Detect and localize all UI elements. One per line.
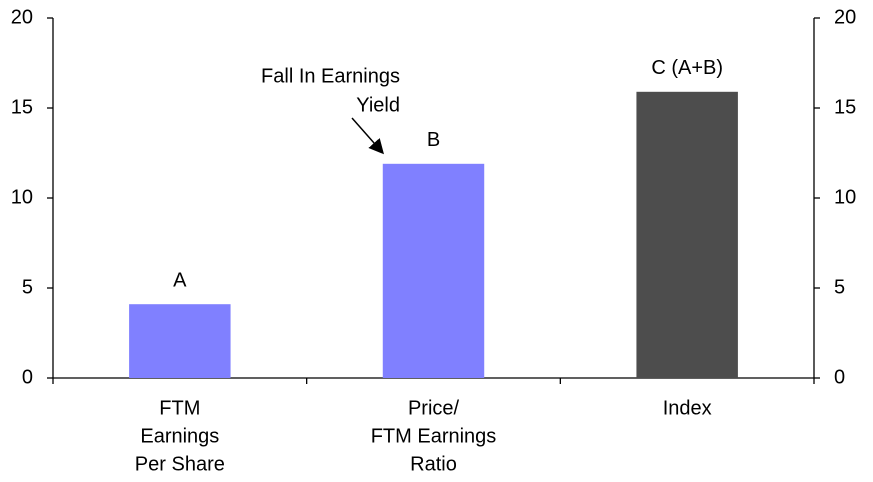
bar [129, 304, 231, 378]
x-tick-label: FTM [159, 397, 200, 419]
x-tick-label: Index [663, 397, 712, 419]
bar-label: A [173, 269, 187, 291]
y-tick-label: 0 [22, 366, 33, 388]
bar-label: C (A+B) [651, 57, 723, 79]
bar [636, 91, 738, 379]
bar [382, 163, 485, 378]
y2-tick-label: 0 [834, 366, 845, 388]
y2-tick-label: 20 [834, 6, 856, 28]
annotation: Yield [356, 94, 400, 116]
annotation: Fall In Earnings [261, 65, 400, 87]
y-tick-label: 15 [11, 96, 33, 118]
x-tick-label: FTM Earnings [371, 425, 497, 447]
annotation-arrow [351, 117, 384, 155]
x-tick-label: Per Share [135, 453, 225, 475]
bar-label: B [427, 129, 440, 151]
x-tick-label: Earnings [140, 425, 219, 447]
y2-tick-label: 15 [834, 96, 856, 118]
x-tick-label: Ratio [410, 453, 457, 475]
y-tick-label: 20 [11, 6, 33, 28]
x-tick-label: Price/ [408, 397, 460, 419]
y-tick-label: 10 [11, 186, 33, 208]
y2-tick-label: 10 [834, 186, 856, 208]
y2-tick-label: 5 [834, 276, 845, 298]
y-tick-label: 5 [22, 276, 33, 298]
